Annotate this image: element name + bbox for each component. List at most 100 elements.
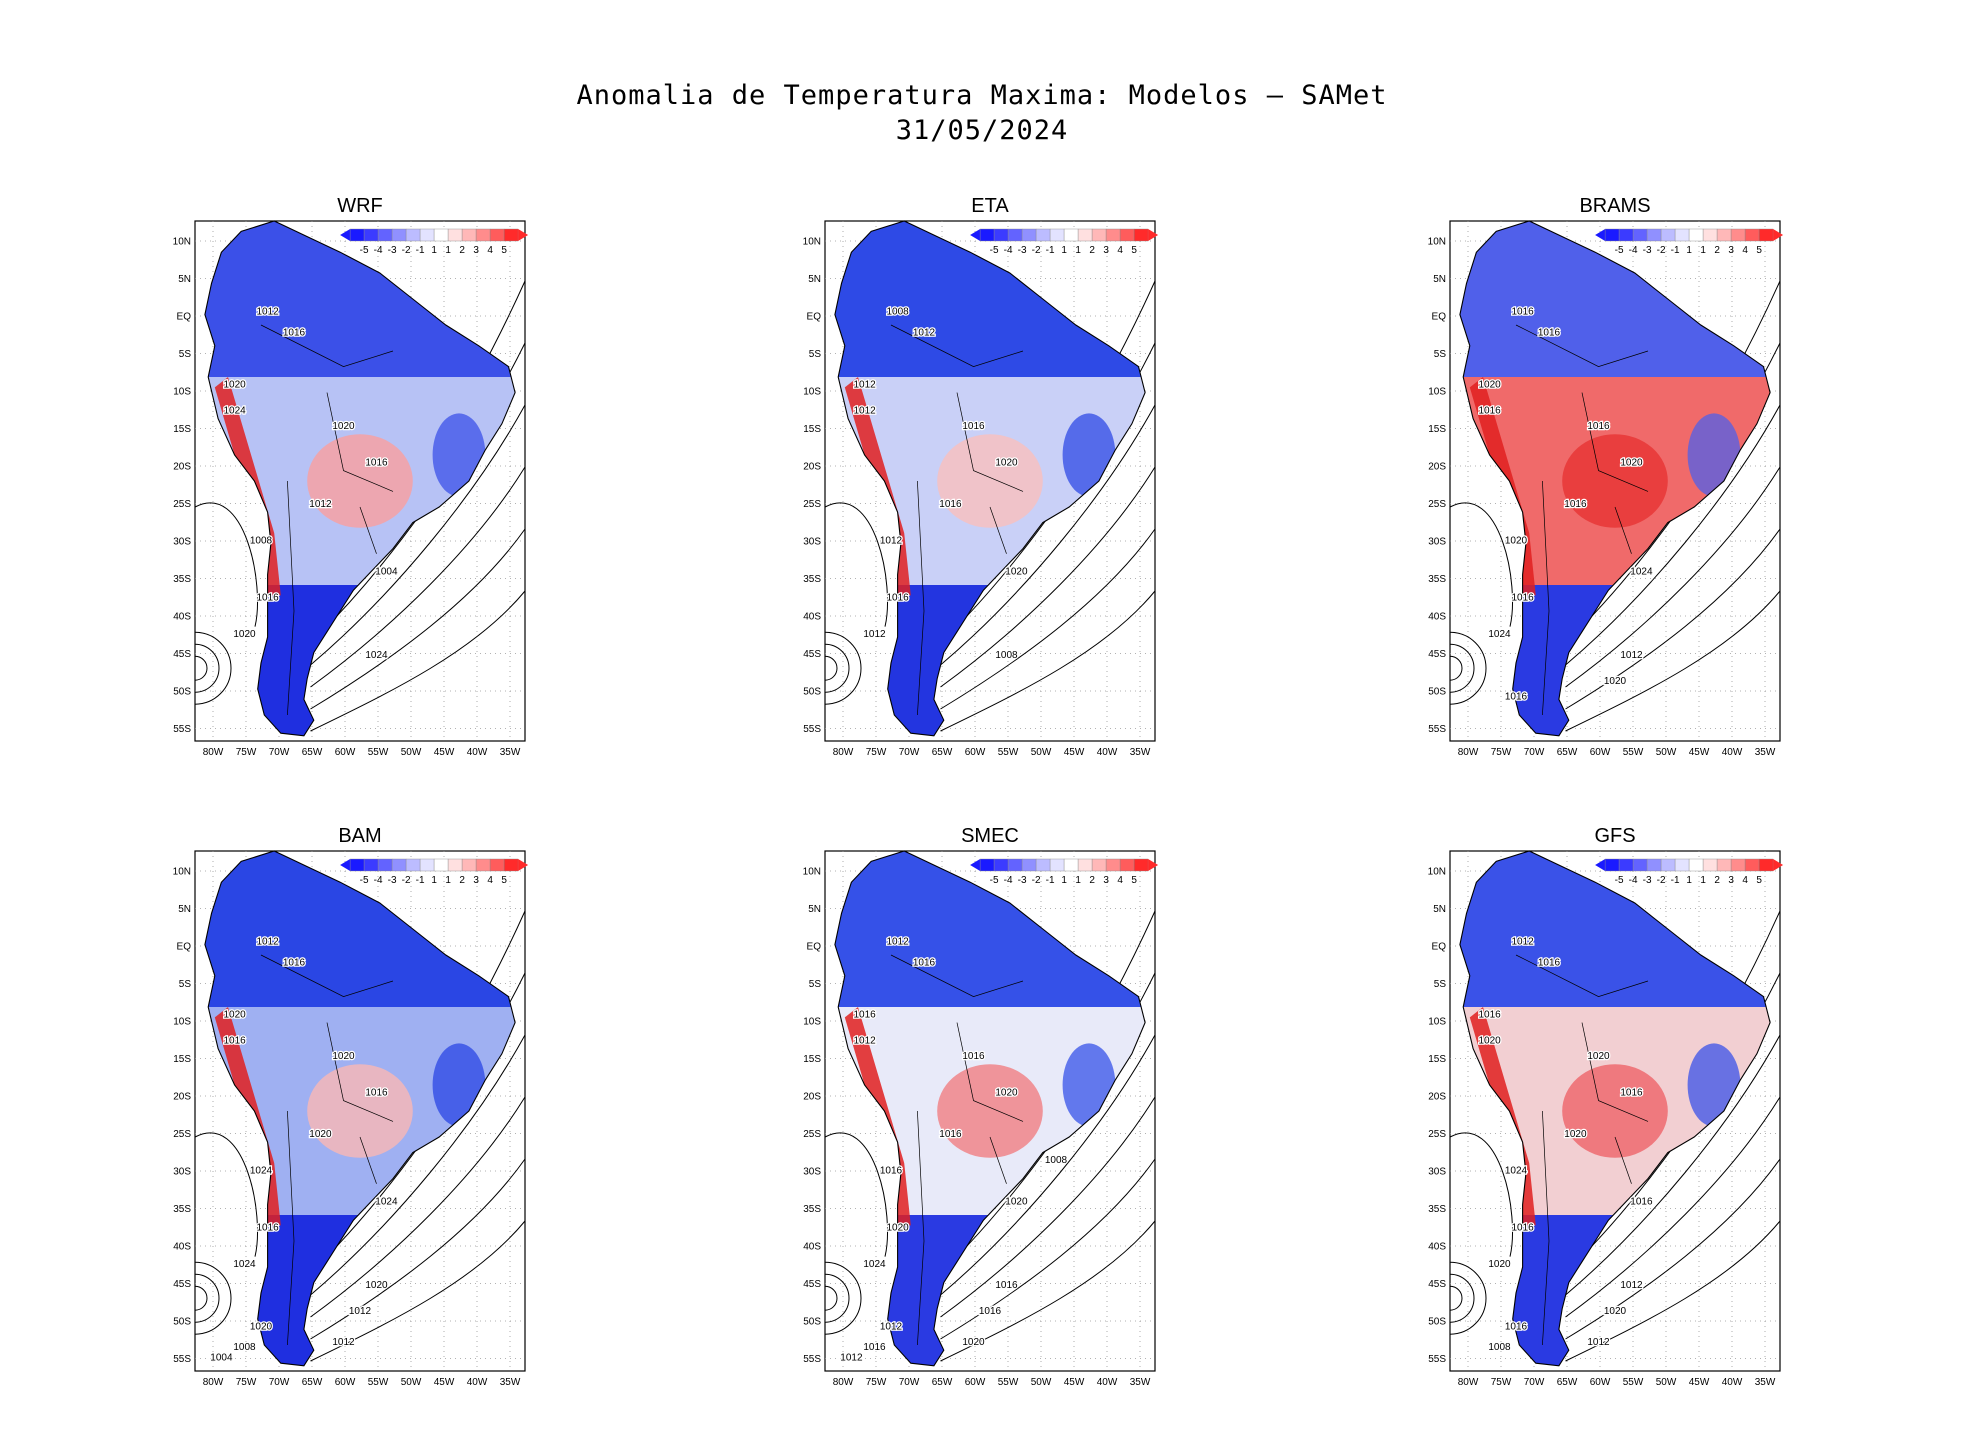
isobar-label: 1024 <box>1630 567 1653 578</box>
isobar-label: 1020 <box>233 629 256 640</box>
isobar-label: 1016 <box>365 457 388 468</box>
lat-tick-label: 35S <box>1428 574 1446 585</box>
isobar-line <box>940 404 1156 666</box>
lat-tick-label: 40S <box>803 1242 821 1253</box>
colorbar-swatch <box>1660 228 1676 242</box>
border-line <box>287 1110 295 1346</box>
isobar-line <box>310 1034 526 1296</box>
colorbar-label: -4 <box>374 245 383 256</box>
lat-tick-label: 5S <box>1434 979 1447 990</box>
lat-tick-label: 55S <box>803 1354 821 1365</box>
lat-tick-label: EQ <box>1432 942 1447 953</box>
lon-tick-label: 50W <box>1031 1377 1052 1388</box>
lat-tick-label: 5S <box>809 979 822 990</box>
lat-tick-label: 10N <box>173 237 191 248</box>
lon-tick-label: 40W <box>467 1377 488 1388</box>
lat-tick-label: 20S <box>1428 1092 1446 1103</box>
colorbar-label: -1 <box>416 245 425 256</box>
lon-tick-label: 40W <box>1097 1377 1118 1388</box>
lon-tick-label: 70W <box>269 1377 290 1388</box>
lat-tick-label: 30S <box>173 1167 191 1178</box>
colorbar-swatch <box>447 228 463 242</box>
colorbar: -5 -4 -3 -2 -1 1 1 2 3 4 5 <box>970 228 1159 256</box>
colorbar-swatch <box>1688 858 1704 872</box>
continent-outline <box>204 850 516 1367</box>
isobar-label: 1024 <box>223 405 246 416</box>
isobar-label: 1016 <box>886 593 909 604</box>
colorbar-swatch <box>391 228 407 242</box>
lat-tick-label: 5S <box>179 349 192 360</box>
isobar-label: 1020 <box>1005 567 1028 578</box>
lon-tick-label: 40W <box>1722 1377 1743 1388</box>
isobar-label: 1012 <box>309 499 332 510</box>
colorbar-label: -5 <box>1615 245 1624 256</box>
lon-tick-label: 65W <box>1557 1377 1578 1388</box>
lat-tick-label: 15S <box>803 1054 821 1065</box>
lat-tick-label: EQ <box>1432 312 1447 323</box>
colorbar-label: 5 <box>1131 245 1137 256</box>
isobar-label: 1012 <box>853 1035 876 1046</box>
lat-tick-label: 50S <box>173 1317 191 1328</box>
lat-tick-label: 15S <box>803 424 821 435</box>
border-line <box>1515 324 1649 367</box>
panel-title: GFS <box>1594 825 1636 847</box>
lon-tick-label: 65W <box>302 1377 323 1388</box>
lon-tick-label: 70W <box>1524 747 1545 758</box>
colorbar-label: 2 <box>459 875 465 886</box>
colorbar-label: -5 <box>360 245 369 256</box>
panel-title: ETA <box>971 195 1009 217</box>
anomaly-warm-core <box>937 434 1043 528</box>
borders <box>1515 954 1649 1346</box>
colorbar-swatch <box>1744 858 1760 872</box>
lon-tick-label: 70W <box>899 1377 920 1388</box>
colorbar: -5 -4 -3 -2 -1 1 1 2 3 4 5 <box>340 858 529 886</box>
isobar-label: 1020 <box>223 379 246 390</box>
lon-tick-label: 45W <box>1064 747 1085 758</box>
isobar-label: 1016 <box>283 957 306 968</box>
colorbar-label: 1 <box>1686 875 1692 886</box>
colorbar-swatch <box>475 228 491 242</box>
isobar-line <box>310 466 526 688</box>
lat-tick-label: EQ <box>807 312 822 323</box>
colorbar-swatch <box>1063 858 1079 872</box>
colorbar-swatch <box>349 858 365 872</box>
isobar-label: 1020 <box>1488 1259 1511 1270</box>
lat-tick-label: 35S <box>803 1204 821 1215</box>
lat-tick-label: 50S <box>803 1317 821 1328</box>
lat-tick-label: 25S <box>1428 499 1446 510</box>
colorbar-swatch <box>503 858 519 872</box>
isobar-label: 1012 <box>256 307 279 318</box>
lat-tick-label: 40S <box>803 612 821 623</box>
colorbar-label: -3 <box>388 245 397 256</box>
lat-tick-label: 5N <box>178 904 191 915</box>
colorbar-swatch <box>405 858 421 872</box>
colorbar-label: 1 <box>445 245 451 256</box>
colorbar-label: -5 <box>990 875 999 886</box>
lat-tick-label: 45S <box>803 1279 821 1290</box>
lat-tick-label: 10S <box>173 1017 191 1028</box>
isobar-label: 1016 <box>939 499 962 510</box>
colorbar-label: -5 <box>990 245 999 256</box>
border-line <box>326 392 394 492</box>
isobar-line <box>1565 1220 1781 1362</box>
lat-tick-label: 30S <box>173 537 191 548</box>
isobar-label: 1012 <box>853 405 876 416</box>
colorbar-swatch <box>1007 228 1023 242</box>
border-line <box>890 954 1024 997</box>
colorbar-label: -2 <box>1032 245 1041 256</box>
colorbar-label: 3 <box>1728 875 1734 886</box>
isobar-label: 1016 <box>1538 957 1561 968</box>
colorbar-swatch <box>1105 228 1121 242</box>
colorbar-swatch <box>433 228 449 242</box>
colorbar-swatch <box>1105 858 1121 872</box>
map-canvas: 1012 1016 1020 1024 1020 1016 1012 1008 1004 1016… <box>173 220 529 758</box>
lon-tick-label: 55W <box>1623 1377 1644 1388</box>
isobar-line <box>310 1220 526 1362</box>
isobar-label: 1020 <box>1478 379 1501 390</box>
lat-tick-label: 20S <box>803 1092 821 1103</box>
anomaly-warm-core <box>307 434 413 528</box>
map-canvas: 1012101610161012101610201016101610201020… <box>803 850 1159 1388</box>
isobar-label: 1016 <box>1511 307 1534 318</box>
isobar-label: 1024 <box>250 1165 273 1176</box>
lat-tick-label: 20S <box>803 462 821 473</box>
